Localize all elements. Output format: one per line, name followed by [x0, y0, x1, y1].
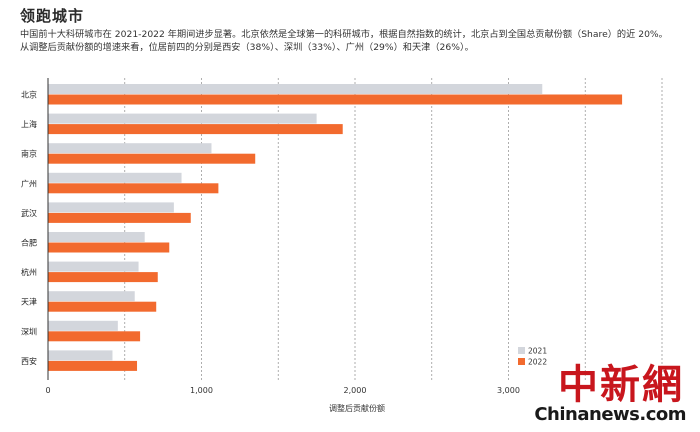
bar-2022-10	[48, 360, 138, 371]
category-label: 北京	[21, 90, 37, 100]
chart-subtitle-line-2: 从调整后贡献份额的增速来看，位居前四的分别是西安（38%）、深圳（33%）、广州…	[20, 42, 474, 53]
x-tick-label: 3,000	[497, 386, 520, 395]
legend-label-2021: 2021	[528, 347, 547, 356]
bar-2021-8	[48, 291, 135, 302]
x-tick-label: 1,000	[190, 386, 213, 395]
bar-2022-6	[48, 242, 170, 253]
bar-2022-8	[48, 301, 157, 312]
legend-swatch-2021	[518, 347, 525, 354]
bar-2022-1	[48, 94, 623, 105]
category-label: 合肥	[21, 238, 37, 248]
bar-2021-4	[48, 172, 182, 183]
category-label: 天津	[21, 297, 37, 307]
bar-2022-5	[48, 212, 191, 223]
bar-2021-3	[48, 143, 212, 154]
bar-2022-3	[48, 153, 256, 164]
category-label: 武汉	[21, 208, 37, 218]
chart-subtitle-line-1: 中国前十大科研城市在 2021-2022 年期间进步显著。北京依然是全球第一的科…	[20, 29, 668, 40]
bar-2021-9	[48, 320, 118, 331]
category-label: 杭州	[21, 267, 37, 277]
bar-2021-1	[48, 84, 543, 94]
legend-swatch-2022	[518, 358, 525, 365]
bar-2021-6	[48, 232, 145, 242]
watermark-logo-english: Chinanews.com	[534, 404, 686, 425]
x-tick-label: 2,000	[344, 386, 367, 395]
bar-2021-2	[48, 113, 317, 124]
bar-2022-7	[48, 272, 158, 283]
category-label: 深圳	[21, 326, 37, 336]
legend-label-2022: 2022	[528, 358, 547, 367]
category-label: 上海	[21, 119, 37, 129]
category-label: 广州	[21, 178, 37, 188]
bar-2022-9	[48, 331, 141, 342]
chart-legend: 2021 2022	[518, 347, 547, 367]
bar-2022-2	[48, 124, 343, 135]
category-label: 南京	[21, 149, 37, 159]
bar-2021-7	[48, 261, 139, 272]
category-label: 西安	[21, 356, 37, 366]
x-tick-label: 0	[45, 386, 50, 395]
bar-2021-5	[48, 202, 174, 213]
chart-bars	[48, 84, 623, 371]
x-axis-label: 调整后贡献份额	[329, 403, 385, 413]
chart-title: 领跑城市	[20, 7, 85, 25]
bar-2021-10	[48, 350, 113, 361]
bar-2022-4	[48, 183, 219, 194]
watermark-logo-chinese: 中新網	[558, 361, 684, 408]
